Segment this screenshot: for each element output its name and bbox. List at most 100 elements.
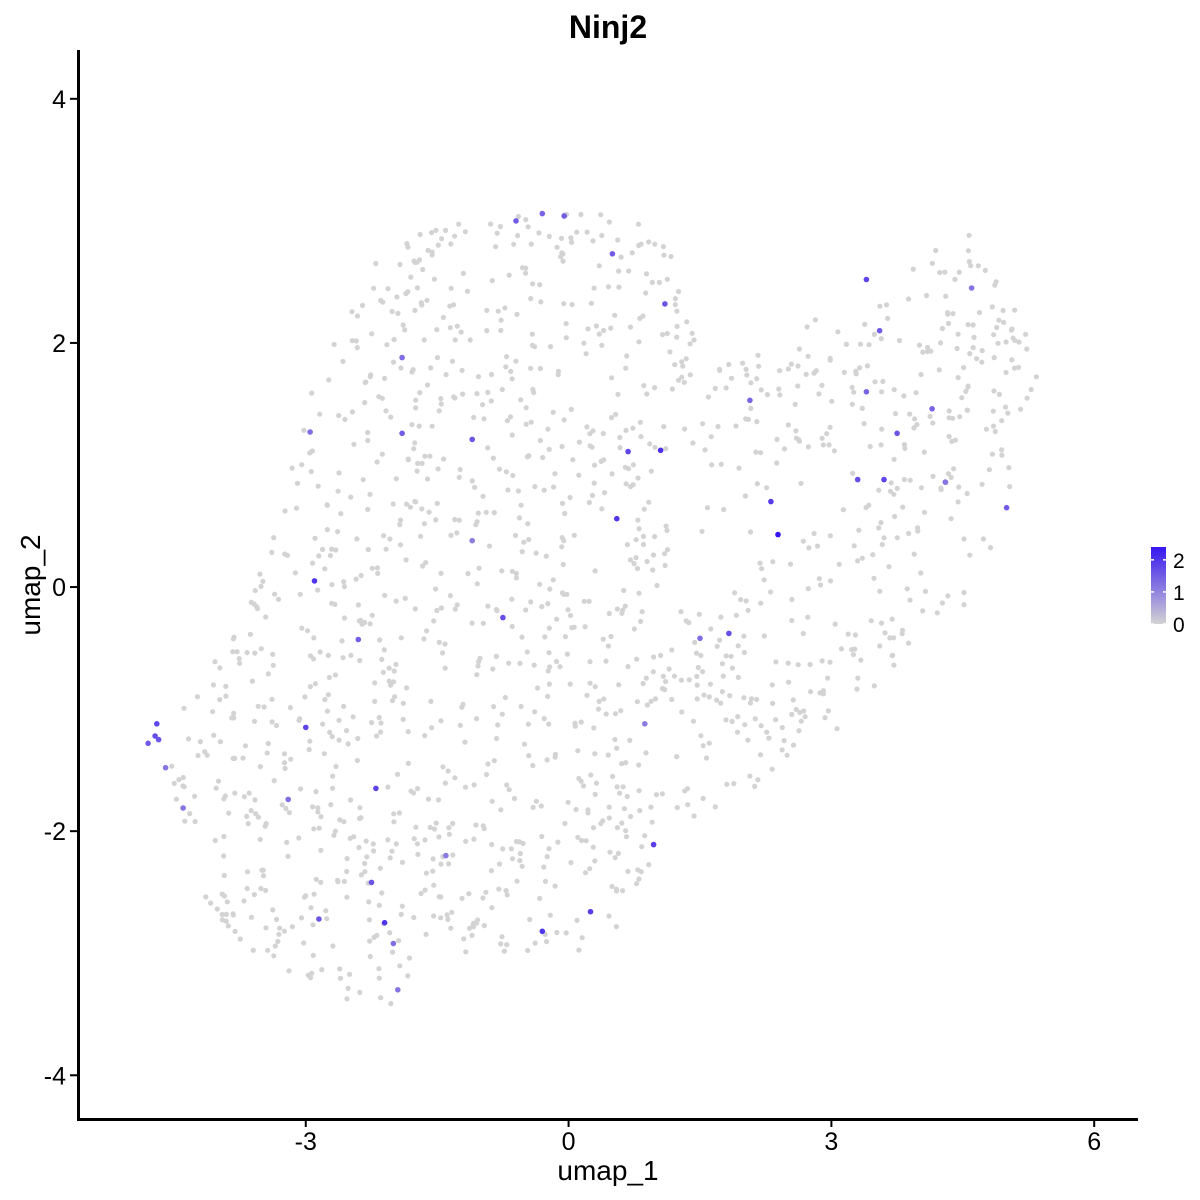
cell-point [805,353,811,359]
cell-point [592,791,598,798]
cell-point [375,570,381,577]
cell-point [989,451,996,457]
cell-point [1012,307,1018,313]
cell-point [363,838,369,844]
cell-point [900,504,906,510]
cell-point [827,424,833,430]
cell-point [543,939,550,945]
cell-point [574,917,580,924]
cell-point [413,405,419,411]
cell-point [192,793,198,799]
cell-point [675,377,682,383]
cell-point [546,650,552,656]
cell-point [422,837,428,843]
cell-point [337,975,344,981]
cell-point [539,833,545,840]
expressing-cell-point [395,987,401,993]
x-tick-label: -3 [295,1128,317,1156]
cell-point [987,545,994,551]
cell-point [715,423,721,430]
cell-point [591,725,597,731]
cell-point [385,784,391,790]
cell-point [255,814,261,820]
cell-point [257,764,263,770]
cell-point [992,428,998,435]
cell-point [569,625,575,631]
cell-point [781,446,788,452]
expressing-cell-point [876,327,883,334]
cell-point [1028,386,1034,393]
cell-point [982,267,988,273]
expressing-cell-point [894,430,900,437]
cell-point [563,335,569,341]
cell-point [232,790,238,796]
cell-point [942,269,948,275]
cell-point [584,692,590,698]
expressing-cell-point [625,448,631,455]
cell-point [504,354,510,360]
expressing-cell-point [747,397,753,404]
x-axis-ticks: -3 0 3 6 [295,1119,1101,1156]
cell-point [281,751,288,757]
cell-point [636,590,642,596]
cell-point [537,895,543,902]
cell-point [891,635,897,641]
cell-point [472,484,478,490]
cell-point [720,673,726,679]
cell-point [408,274,414,280]
cell-point [636,339,642,345]
cell-point [618,254,624,260]
cell-point [643,675,649,681]
cell-point [416,423,422,429]
cell-point [638,618,644,625]
cell-point [330,943,336,949]
cell-point [249,678,255,684]
cell-point [433,820,439,826]
cell-point [674,754,680,760]
cell-point [805,444,812,450]
cell-point [820,688,826,694]
cell-point [579,837,585,844]
cell-point [394,771,401,778]
cell-point [299,625,305,631]
cell-point [273,722,280,729]
cell-point [945,471,952,477]
cell-point [758,723,764,729]
cell-point [773,717,779,723]
x-tick-label: 6 [1087,1128,1101,1156]
cell-point [426,509,432,515]
expressing-cell-point [154,721,160,727]
cell-point [891,456,897,462]
cell-point [459,704,465,710]
cell-point [310,804,316,810]
cell-point [924,348,931,355]
cell-point [891,491,897,497]
cell-point [221,872,227,879]
cell-point [217,697,223,703]
cell-point [617,445,623,451]
cell-point [754,481,760,487]
cell-point [398,365,404,371]
cell-point [344,894,350,900]
cell-point [843,341,850,347]
cell-point [922,588,929,595]
cell-point [219,911,225,918]
cell-point [587,866,593,872]
cell-point [258,885,264,892]
cell-point [871,683,877,689]
cell-point [769,766,775,772]
cell-point [324,708,331,714]
expressing-cell-point [145,740,151,747]
cell-point [362,869,368,875]
cell-point [308,468,314,475]
cell-point [309,448,315,454]
cell-point [485,445,491,451]
cell-point [700,743,706,749]
cell-point [616,682,622,688]
cell-point [376,975,382,981]
cell-point [390,359,397,365]
expressing-cell-point [726,630,732,637]
expressing-cell-point [316,916,322,922]
cell-point [609,883,615,890]
cell-point [445,916,451,923]
